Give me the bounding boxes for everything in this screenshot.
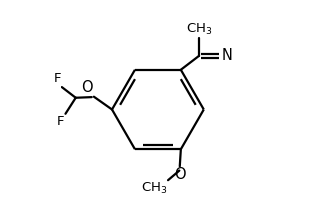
Text: F: F <box>57 115 64 129</box>
Text: O: O <box>174 167 186 182</box>
Text: CH$_3$: CH$_3$ <box>186 22 213 37</box>
Text: O: O <box>81 80 93 95</box>
Text: F: F <box>53 72 61 85</box>
Text: N: N <box>222 48 233 63</box>
Text: CH$_3$: CH$_3$ <box>140 181 167 196</box>
